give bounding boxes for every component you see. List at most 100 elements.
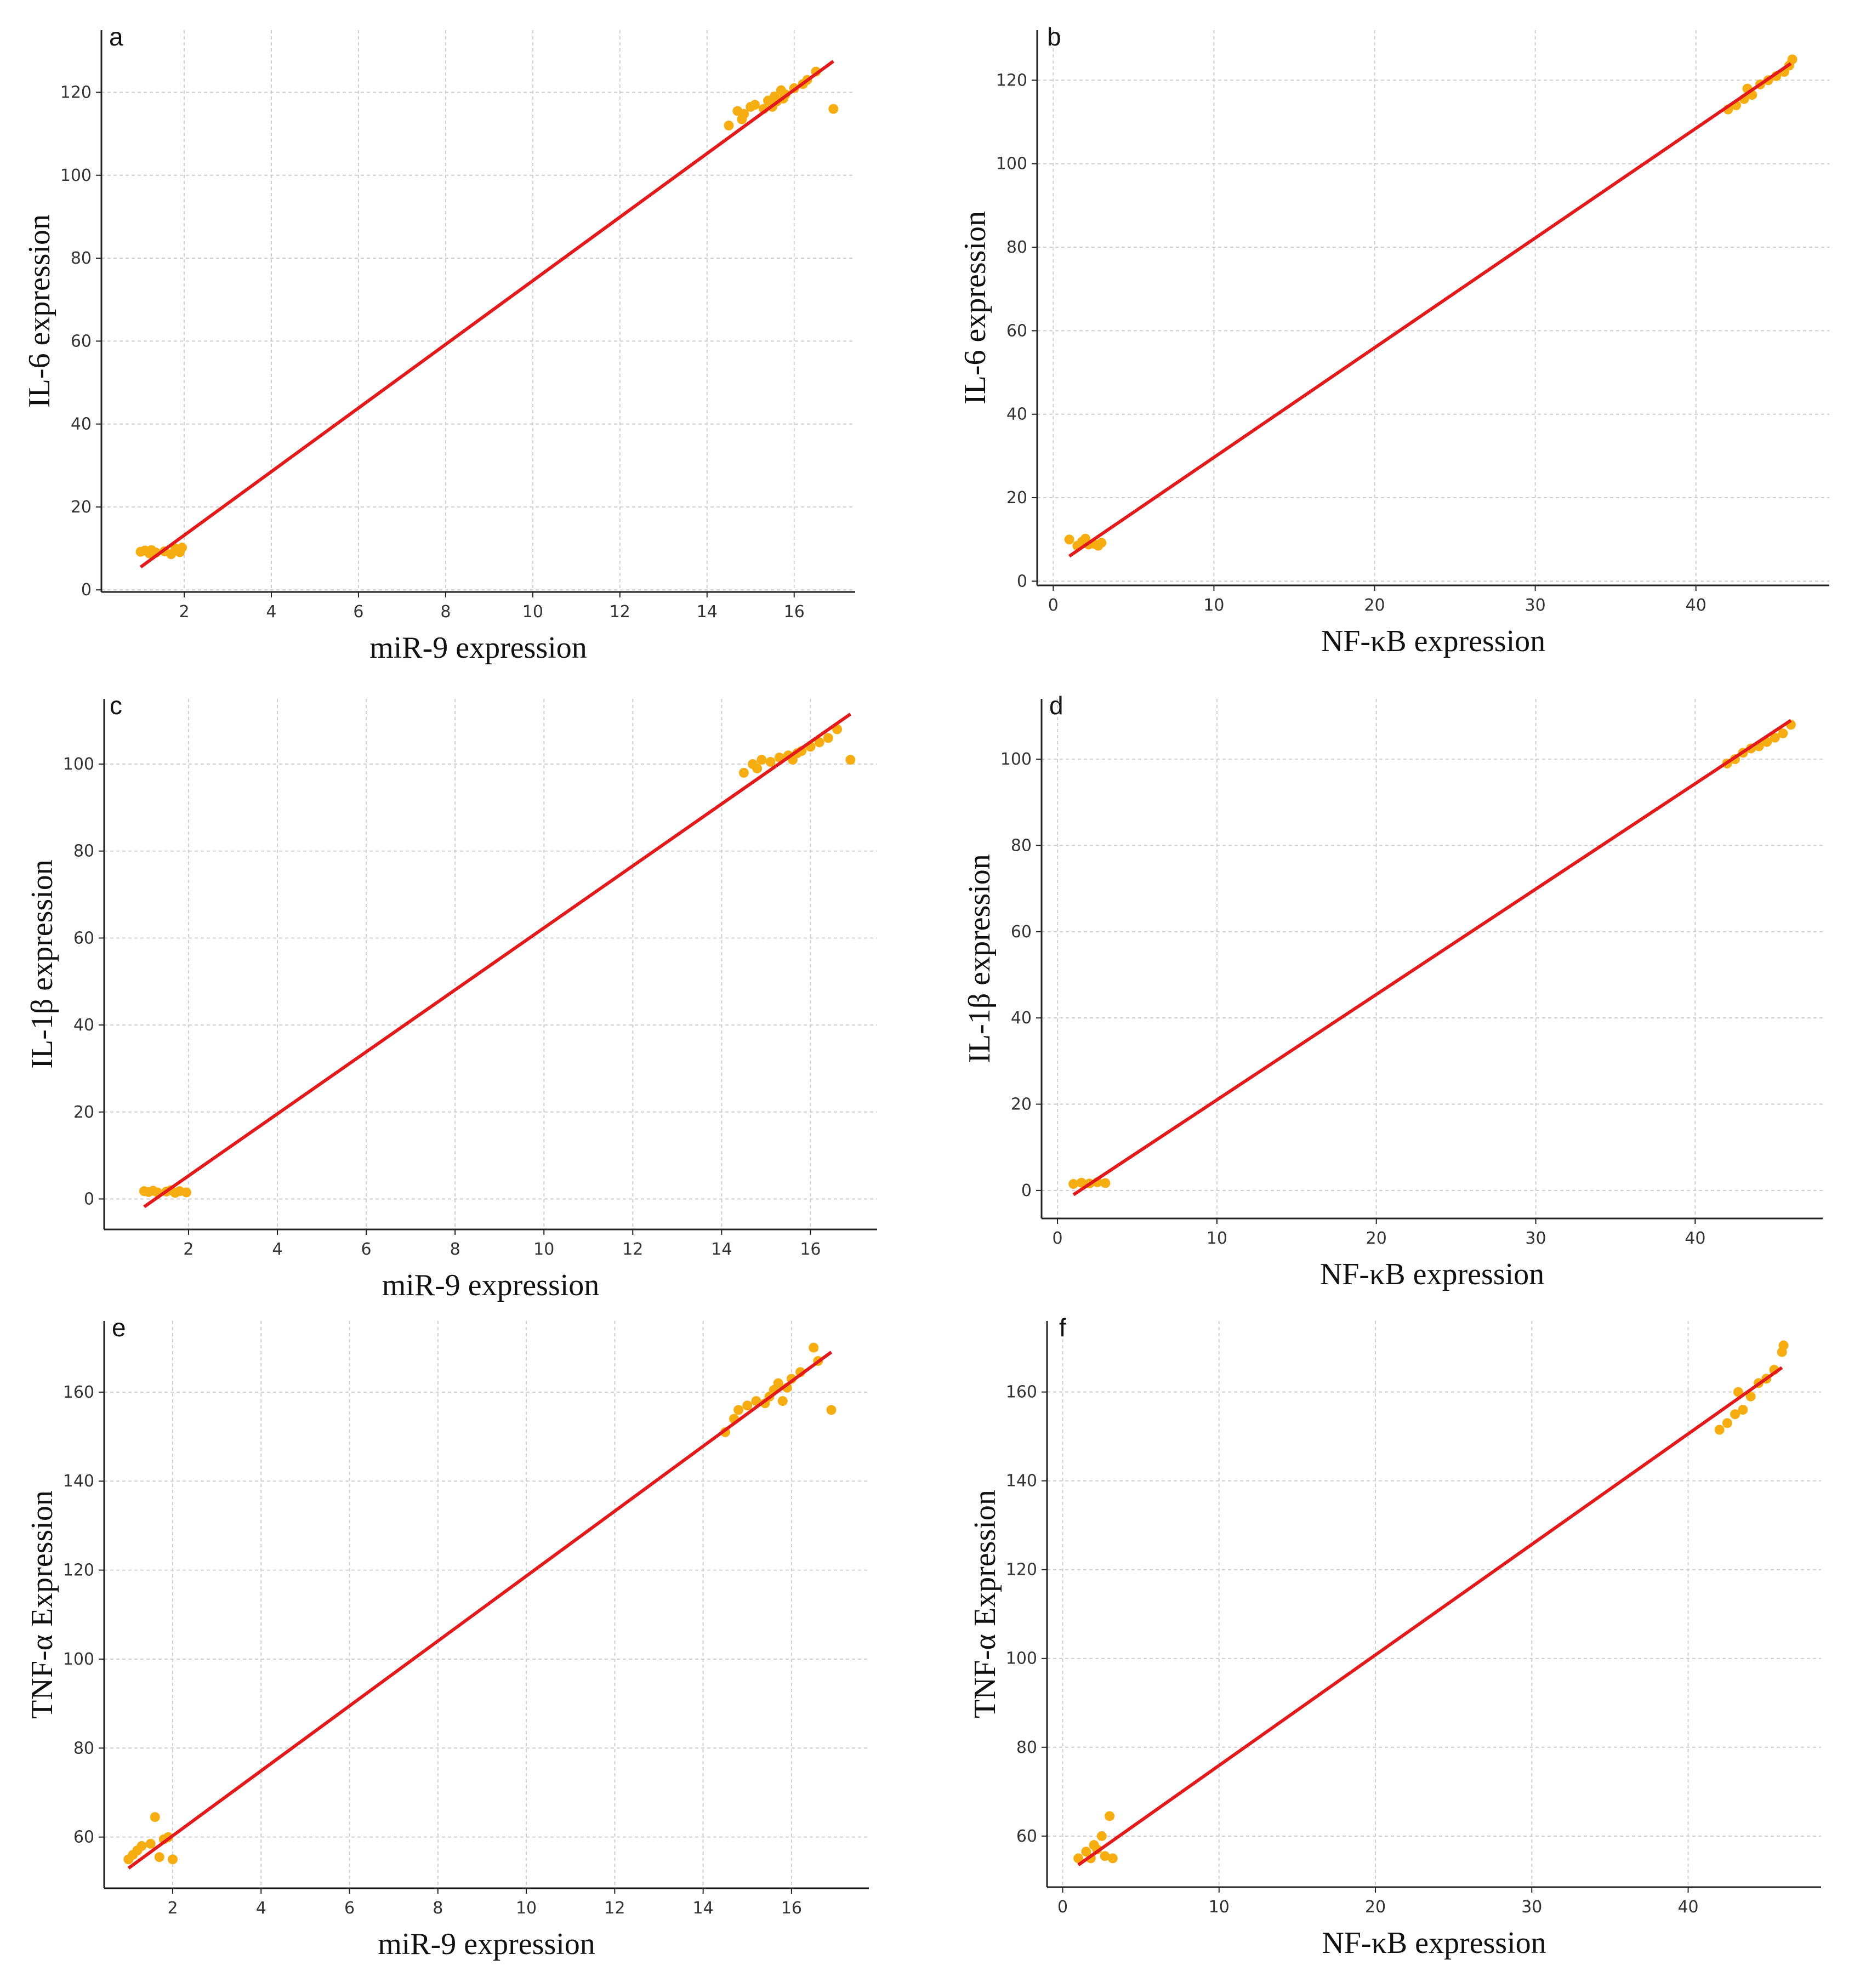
y-tick-label: 40 [71, 415, 92, 434]
regression-line [143, 713, 852, 1209]
y-tick-label: 80 [73, 1739, 94, 1758]
x-tick-label: 40 [1686, 596, 1707, 615]
data-point [739, 109, 749, 119]
x-tick-label: 2 [183, 1240, 194, 1259]
data-point [1738, 1405, 1748, 1415]
x-tick-label: 6 [353, 602, 363, 622]
data-point [750, 100, 760, 110]
x-tick-label: 2 [179, 602, 189, 622]
data-point [742, 1400, 753, 1411]
data-point [1068, 1179, 1079, 1189]
y-tick-label: 80 [71, 249, 92, 268]
x-tick-label: 16 [800, 1240, 821, 1259]
x-tick-label: 10 [533, 1240, 554, 1259]
data-point [828, 104, 839, 114]
y-tick-label: 60 [73, 1828, 94, 1847]
x-axis-label: NF-κB expression [1320, 1257, 1544, 1291]
y-tick-label: 100 [1006, 1649, 1037, 1668]
ticks: 2 4 6 8 10 12 14 16 60 80 100 120 140 160 [63, 1383, 802, 1918]
data-point [773, 1378, 783, 1388]
data-point [177, 543, 187, 553]
axes [1036, 30, 1829, 586]
data-point [1100, 1851, 1110, 1861]
x-tick-label: 20 [1366, 1229, 1387, 1248]
data-point [752, 763, 763, 773]
y-tick-label: 0 [1021, 1181, 1032, 1200]
y-tick-label: 120 [63, 1561, 94, 1580]
y-tick-label: 60 [1011, 922, 1032, 942]
data-point [814, 737, 824, 748]
x-tick-label: 30 [1525, 596, 1546, 615]
x-tick-label: 16 [784, 602, 805, 622]
x-tick-label: 4 [256, 1899, 266, 1918]
y-tick-label: 80 [1016, 1738, 1037, 1757]
panel-label: a [109, 22, 123, 51]
data-point [150, 1812, 160, 1822]
data-point [1745, 1391, 1756, 1402]
data-point [1730, 1409, 1740, 1420]
axes [103, 1321, 869, 1889]
x-tick-label: 10 [1209, 1898, 1230, 1917]
y-axis-label: TNF-α Expression [25, 1490, 59, 1719]
data-point [145, 1838, 156, 1849]
data-point [1778, 728, 1788, 738]
ticks: 0 10 20 30 40 0 20 40 60 80 100 120 [996, 71, 1707, 615]
y-tick-label: 160 [63, 1383, 94, 1402]
x-tick-label: 40 [1677, 1898, 1698, 1917]
fit-line-group [139, 60, 835, 569]
regression-line [1068, 62, 1792, 558]
ticks: 2 4 6 8 10 12 14 16 0 20 40 60 80 100 120 [60, 83, 805, 622]
data-point [136, 1841, 147, 1851]
fit-line-group [1077, 1366, 1783, 1866]
fit-line-group [143, 713, 852, 1209]
y-tick-label: 0 [84, 1189, 94, 1209]
x-tick-label: 0 [1053, 1229, 1063, 1248]
axes [1040, 699, 1823, 1220]
data-point [733, 1405, 744, 1415]
x-tick-label: 6 [344, 1899, 355, 1918]
y-tick-label: 120 [1006, 1560, 1037, 1580]
y-tick-label: 140 [1006, 1472, 1037, 1491]
x-tick-label: 14 [693, 1899, 714, 1918]
x-tick-label: 20 [1364, 596, 1385, 615]
y-tick-label: 140 [63, 1472, 94, 1491]
y-tick-label: 80 [1006, 238, 1027, 257]
data-point [1770, 732, 1780, 743]
chart-panel-f: 0 10 20 30 40 60 80 100 120 140 160 f NF-κB expres… [968, 1313, 1821, 1960]
grid [1047, 1321, 1821, 1887]
x-tick-label: 4 [266, 602, 276, 622]
scatter-points [123, 1342, 837, 1865]
data-point [1096, 1831, 1107, 1841]
y-tick-label: 0 [1017, 572, 1027, 591]
data-point [1073, 1853, 1084, 1864]
panel-label: e [112, 1313, 126, 1342]
y-axis-label: IL-1β expression [963, 854, 997, 1063]
y-tick-label: 60 [1016, 1827, 1037, 1846]
x-tick-label: 8 [433, 1899, 443, 1918]
y-tick-label: 40 [1006, 405, 1027, 424]
x-tick-label: 0 [1048, 596, 1059, 615]
x-tick-label: 12 [622, 1240, 643, 1259]
axes [103, 699, 877, 1231]
y-tick-label: 120 [60, 83, 92, 102]
data-point [1105, 1811, 1115, 1821]
x-axis-label: miR-9 expression [378, 1927, 595, 1961]
y-tick-label: 20 [1006, 488, 1027, 508]
y-tick-label: 100 [60, 166, 92, 185]
y-tick-label: 20 [71, 498, 92, 517]
x-axis-label: miR-9 expression [382, 1268, 600, 1302]
panel-label: f [1059, 1313, 1066, 1342]
data-point [1064, 534, 1074, 545]
y-tick-label: 60 [73, 929, 94, 948]
y-axis-label: TNF-α Expression [968, 1490, 1002, 1718]
data-point [154, 1852, 164, 1862]
x-tick-label: 14 [697, 602, 718, 622]
x-tick-label: 30 [1521, 1898, 1542, 1917]
ticks: 2 4 6 8 10 12 14 16 0 20 40 60 80 100 [63, 755, 821, 1259]
y-tick-label: 40 [73, 1016, 94, 1035]
chart-panel-a: 2 4 6 8 10 12 14 16 0 20 40 60 80 100 120 a miR-9 expr… [22, 22, 855, 665]
data-point [756, 755, 767, 765]
x-tick-label: 10 [516, 1899, 537, 1918]
x-tick-label: 10 [1203, 596, 1224, 615]
data-point [826, 1405, 837, 1415]
